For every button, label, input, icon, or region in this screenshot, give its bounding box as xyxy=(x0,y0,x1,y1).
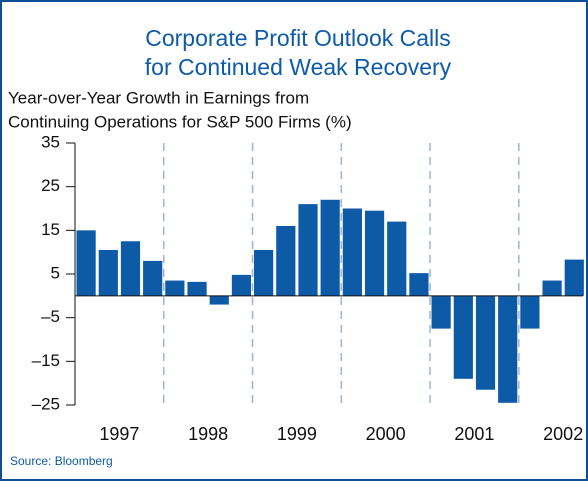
y-tick-label: –15 xyxy=(32,351,60,370)
chart-title: Corporate Profit Outlook Calls xyxy=(145,25,451,51)
bar xyxy=(409,273,429,296)
chart-subtitle: Year-over-Year Growth in Earnings from xyxy=(8,88,309,107)
bar xyxy=(209,295,229,305)
bar xyxy=(276,225,296,296)
bar xyxy=(387,221,407,296)
y-tick-label: 5 xyxy=(51,263,60,282)
x-tick-label: 1998 xyxy=(188,424,228,444)
bar xyxy=(98,249,118,296)
y-tick-label: 35 xyxy=(41,132,60,151)
bar xyxy=(76,230,96,296)
bar xyxy=(542,280,562,296)
bar xyxy=(298,204,318,296)
y-tick-label: –25 xyxy=(32,394,60,413)
bar xyxy=(342,208,362,296)
x-tick-label: 2000 xyxy=(366,424,406,444)
bar xyxy=(231,274,252,296)
x-tick-label: 1999 xyxy=(277,424,317,444)
bar xyxy=(143,260,163,296)
bar xyxy=(187,281,207,296)
bar xyxy=(120,241,141,296)
chart-subtitle: Continuing Operations for S&P 500 Firms … xyxy=(8,112,352,131)
bar xyxy=(453,295,473,379)
x-tick-label: 2002 xyxy=(543,424,583,444)
y-tick-label: 15 xyxy=(41,220,60,239)
chart-title: for Continued Weak Recovery xyxy=(145,54,452,80)
bar xyxy=(431,295,451,329)
bar xyxy=(475,295,496,390)
bar xyxy=(498,295,518,403)
x-tick-label: 2001 xyxy=(454,424,494,444)
source: Source: Bloomberg xyxy=(10,454,113,468)
x-tick-label: 1997 xyxy=(99,424,139,444)
y-tick-label: –5 xyxy=(41,307,60,326)
bar xyxy=(364,210,385,296)
bar xyxy=(520,295,540,329)
bar xyxy=(165,280,185,296)
y-tick-label: 25 xyxy=(41,176,60,195)
bar xyxy=(320,199,340,296)
bar xyxy=(254,249,274,296)
bar xyxy=(564,259,584,296)
